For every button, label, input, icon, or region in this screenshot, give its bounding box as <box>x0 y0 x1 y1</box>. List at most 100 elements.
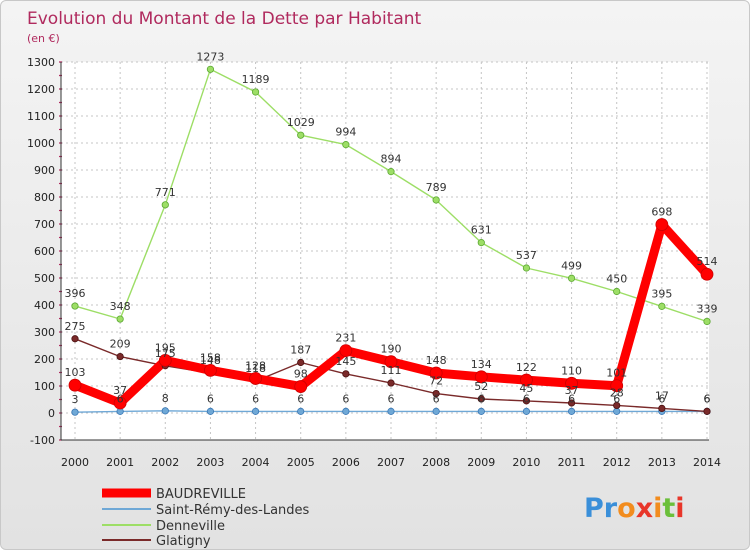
x-tick-label: 2000 <box>61 456 89 469</box>
data-label: 101 <box>606 367 627 380</box>
data-point <box>113 396 127 410</box>
legend-label: Saint-Rémy-des-Landes <box>156 503 310 518</box>
data-point <box>610 379 624 393</box>
data-point <box>339 344 353 358</box>
legend: BAUDREVILLESaint-Rémy-des-LandesDennevil… <box>102 487 310 549</box>
data-point <box>703 407 711 415</box>
data-label: 6 <box>207 392 214 405</box>
data-label: 1189 <box>242 73 270 86</box>
data-point <box>116 315 124 323</box>
data-label: 37 <box>113 384 127 397</box>
data-point <box>161 407 169 415</box>
data-label: 103 <box>65 366 86 379</box>
data-point <box>432 407 440 415</box>
data-point <box>429 366 443 380</box>
data-label: 6 <box>523 392 530 405</box>
data-point <box>432 389 440 398</box>
data-label: 275 <box>65 320 86 333</box>
data-label: 52 <box>474 380 488 393</box>
data-label: 339 <box>697 302 718 315</box>
data-label: 1029 <box>287 116 315 129</box>
data-labels: 3 6 8 6 6 6 6 6 6 6 6 6 6 6 6 275 209 175 148 118 187 145 111 7… <box>65 50 718 406</box>
data-label: 698 <box>651 206 672 219</box>
data-label: 6 <box>342 392 349 405</box>
data-point <box>613 407 621 415</box>
data-point <box>251 407 260 415</box>
data-label: 148 <box>200 354 221 367</box>
data-point <box>297 131 305 139</box>
data-label: 72 <box>429 375 443 388</box>
data-point <box>567 274 576 282</box>
data-point <box>655 218 669 231</box>
data-label: 789 <box>426 181 447 194</box>
y-tick-label: 1000 <box>27 137 55 150</box>
y-tick-label: 500 <box>34 272 55 285</box>
y-tick-label: 400 <box>34 299 55 312</box>
x-tick-label: 2012 <box>603 456 631 469</box>
data-label: 128 <box>245 359 266 372</box>
data-point <box>342 370 350 378</box>
data-point <box>522 264 531 272</box>
y-tick-label: 900 <box>34 164 55 177</box>
data-label: 6 <box>704 392 711 405</box>
legend-label: Glatigny <box>156 534 211 549</box>
data-point <box>567 399 576 407</box>
data-label: 499 <box>561 259 582 272</box>
x-tick-label: 2013 <box>648 456 676 469</box>
data-point <box>387 379 395 387</box>
y-tick-label: 300 <box>34 326 55 339</box>
x-tick-label: 2005 <box>287 456 315 469</box>
data-point <box>613 401 621 410</box>
x-tick-label: 2008 <box>422 456 450 469</box>
data-label: 28 <box>610 386 624 399</box>
data-point <box>477 239 485 247</box>
x-tick-label: 2006 <box>332 456 360 469</box>
data-label: 148 <box>426 354 447 367</box>
y-tick-label: 100 <box>34 380 55 393</box>
data-label: 6 <box>704 392 711 405</box>
data-point <box>297 358 305 367</box>
data-label: 6 <box>117 392 124 405</box>
data-label: 348 <box>110 300 131 313</box>
data-point <box>116 352 124 361</box>
data-point <box>565 376 578 390</box>
data-point <box>700 267 714 281</box>
data-label: 396 <box>65 287 86 300</box>
y-tick-label: 700 <box>34 218 55 231</box>
data-label: 190 <box>381 343 402 356</box>
data-label: 187 <box>290 344 311 357</box>
data-label: 994 <box>335 126 356 139</box>
data-label: 6 <box>297 392 304 405</box>
x-tick-label: 2003 <box>196 456 224 469</box>
proxiti-logo: Proxiti <box>584 493 685 524</box>
x-tick-label: 2001 <box>106 456 134 469</box>
x-tick-label: 2009 <box>467 456 495 469</box>
data-label: 145 <box>335 355 356 368</box>
data-label: 134 <box>471 358 492 371</box>
data-point <box>658 302 666 310</box>
data-label: 894 <box>381 153 402 166</box>
data-label: 6 <box>478 392 485 405</box>
data-points <box>68 65 714 416</box>
data-label: 395 <box>651 287 672 300</box>
legend-label: BAUDREVILLE <box>156 487 246 502</box>
data-point <box>206 65 215 73</box>
y-tick-label: 600 <box>34 245 55 258</box>
data-point <box>658 404 666 413</box>
data-point <box>384 355 398 369</box>
data-label: 6 <box>568 392 575 405</box>
data-point <box>342 407 350 415</box>
data-point <box>204 363 217 377</box>
data-point <box>249 372 262 385</box>
data-point <box>703 317 711 326</box>
x-tick-label: 2007 <box>377 456 405 469</box>
data-point <box>158 353 172 367</box>
data-point <box>251 88 260 96</box>
data-label: 771 <box>155 186 176 199</box>
data-label: 98 <box>294 368 308 381</box>
data-label: 122 <box>516 361 537 374</box>
data-label: 3 <box>72 393 79 406</box>
data-label: 6 <box>252 392 259 405</box>
